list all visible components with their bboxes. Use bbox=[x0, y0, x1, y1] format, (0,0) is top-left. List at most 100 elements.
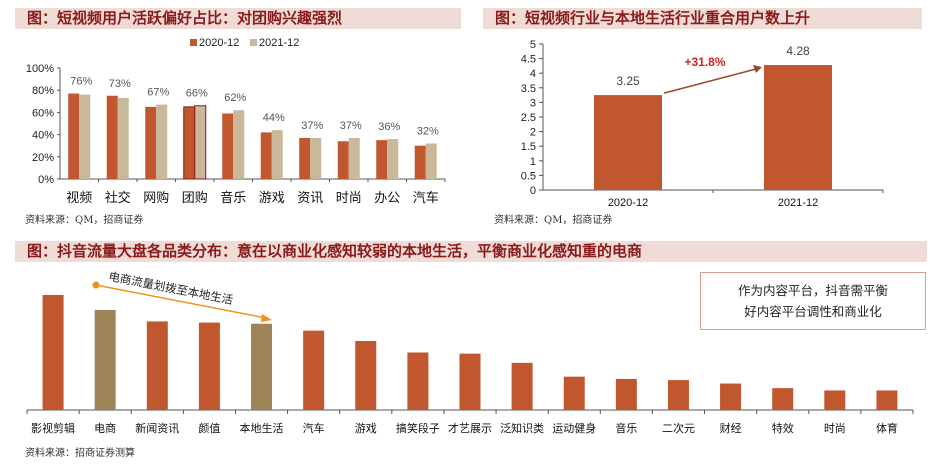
data-label: 76% bbox=[70, 76, 92, 88]
data-label: 37% bbox=[301, 120, 323, 132]
bar bbox=[876, 390, 898, 410]
bar bbox=[615, 378, 637, 410]
x-tick-label: 影视剪辑 bbox=[31, 421, 75, 435]
y-tick-label: 1 bbox=[530, 156, 536, 168]
x-tick-label: 网购 bbox=[143, 190, 169, 205]
x-tick-label: 2020-12 bbox=[608, 197, 648, 209]
x-tick-label: 资讯 bbox=[297, 190, 323, 205]
y-tick-label: 4.5 bbox=[521, 54, 536, 66]
x-tick-label: 汽车 bbox=[303, 421, 325, 435]
bar bbox=[511, 362, 533, 410]
transfer-arrow bbox=[95, 284, 267, 319]
x-tick-label: 颜值 bbox=[198, 422, 220, 435]
data-label: 36% bbox=[378, 121, 400, 133]
bar-2020-12 bbox=[183, 106, 196, 180]
data-label: 66% bbox=[186, 88, 208, 100]
data-label: 44% bbox=[263, 112, 285, 124]
data-label: 3.25 bbox=[616, 74, 640, 88]
x-tick-label: 视频 bbox=[66, 190, 92, 205]
chart1-title: 图：短视频用户活跃偏好占比：对团购兴趣强烈 bbox=[15, 8, 461, 29]
y-tick-label: 40% bbox=[32, 130, 54, 142]
y-tick-label: 0.5 bbox=[521, 170, 536, 182]
chart3-title: 图：抖音流量大盘各品类分布：意在以商业化感知较弱的本地生活，平衡商业化感知重的电… bbox=[15, 241, 927, 262]
note-line: 作为内容平台，抖音需平衡 bbox=[737, 283, 888, 298]
x-tick-label: 音乐 bbox=[220, 190, 246, 205]
growth-annotation: +31.8% bbox=[684, 55, 725, 69]
x-tick-label: 时尚 bbox=[336, 190, 362, 205]
bar bbox=[407, 352, 429, 410]
x-tick-label: 汽车 bbox=[413, 190, 439, 205]
x-tick-label: 搞笑段子 bbox=[396, 421, 440, 435]
x-tick-label: 时尚 bbox=[824, 421, 846, 435]
bar bbox=[772, 388, 794, 410]
bar-2021-12 bbox=[425, 143, 437, 179]
note-box: 作为内容平台，抖音需平衡 好内容平台调性和商业化 bbox=[700, 272, 926, 330]
x-tick-label: 二次元 bbox=[662, 421, 695, 435]
y-tick-label: 0% bbox=[38, 174, 54, 186]
legend-label: 2020-12 bbox=[199, 37, 239, 49]
x-tick-label: 财经 bbox=[720, 421, 742, 435]
x-tick-label: 新闻资讯 bbox=[135, 421, 179, 435]
bar bbox=[764, 65, 832, 190]
chart2-source: 资料来源：QM，招商证券 bbox=[494, 215, 613, 226]
bar-2020-12 bbox=[337, 141, 349, 179]
legend-swatch bbox=[190, 39, 197, 46]
y-tick-label: 60% bbox=[32, 107, 54, 119]
x-tick-label: 游戏 bbox=[355, 422, 377, 435]
legend-label: 2021-12 bbox=[259, 37, 299, 49]
y-tick-label: 80% bbox=[32, 85, 54, 97]
x-tick-label: 团购 bbox=[182, 190, 208, 205]
data-label: 37% bbox=[340, 120, 362, 132]
bar bbox=[667, 380, 689, 410]
bar bbox=[251, 323, 273, 410]
bar bbox=[594, 95, 662, 190]
bar-2020-12 bbox=[68, 93, 80, 179]
x-tick-label: 游戏 bbox=[259, 190, 285, 205]
y-tick-label: 3 bbox=[530, 97, 536, 109]
arrow-head-icon bbox=[753, 65, 762, 74]
y-tick-label: 3.5 bbox=[521, 83, 536, 95]
y-tick-label: 5 bbox=[530, 39, 536, 51]
x-tick-label: 2021-12 bbox=[778, 197, 818, 209]
x-tick-label: 体育 bbox=[876, 421, 898, 435]
legend-swatch bbox=[250, 39, 257, 46]
y-tick-label: 20% bbox=[32, 152, 54, 164]
arrow-head-icon bbox=[261, 314, 272, 322]
bar bbox=[42, 295, 64, 410]
bar-2021-12 bbox=[79, 94, 91, 179]
bar bbox=[303, 330, 325, 410]
data-label: 32% bbox=[417, 125, 439, 137]
bar bbox=[146, 321, 168, 410]
bar-2020-12 bbox=[106, 95, 118, 179]
bar bbox=[198, 322, 220, 410]
data-label: 73% bbox=[109, 78, 131, 90]
bar bbox=[355, 341, 377, 410]
x-tick-label: 特效 bbox=[772, 421, 794, 435]
bar-2020-12 bbox=[145, 106, 157, 179]
arrow-annotation: 电商流量划拨至本地生活 bbox=[107, 269, 234, 307]
x-tick-label: 运动健身 bbox=[552, 421, 596, 435]
note-line: 好内容平台调性和商业化 bbox=[744, 304, 882, 319]
bar-2020-12 bbox=[414, 145, 426, 179]
x-tick-label: 才艺展示 bbox=[448, 421, 492, 435]
bar-2020-12 bbox=[376, 140, 388, 179]
y-tick-label: 2 bbox=[530, 127, 536, 139]
chart1-source: 资料来源：QM，招商证券 bbox=[25, 215, 144, 226]
x-tick-label: 泛知识类 bbox=[500, 421, 544, 435]
y-tick-label: 1.5 bbox=[521, 141, 536, 153]
bar-2020-12 bbox=[222, 113, 234, 179]
x-tick-label: 本地生活 bbox=[240, 421, 284, 435]
chart3-source: 资料来源：招商证券测算 bbox=[25, 448, 135, 459]
bar bbox=[824, 390, 846, 410]
data-label: 62% bbox=[224, 92, 246, 104]
x-tick-label: 音乐 bbox=[615, 421, 637, 435]
bar-2021-12 bbox=[156, 104, 168, 179]
bar-2021-12 bbox=[387, 139, 399, 179]
bar-2021-12 bbox=[348, 137, 360, 179]
bar-2021-12 bbox=[194, 105, 207, 180]
bar bbox=[563, 376, 585, 410]
bar bbox=[94, 309, 116, 410]
growth-arrow bbox=[663, 68, 757, 94]
data-label: 4.28 bbox=[786, 44, 810, 58]
